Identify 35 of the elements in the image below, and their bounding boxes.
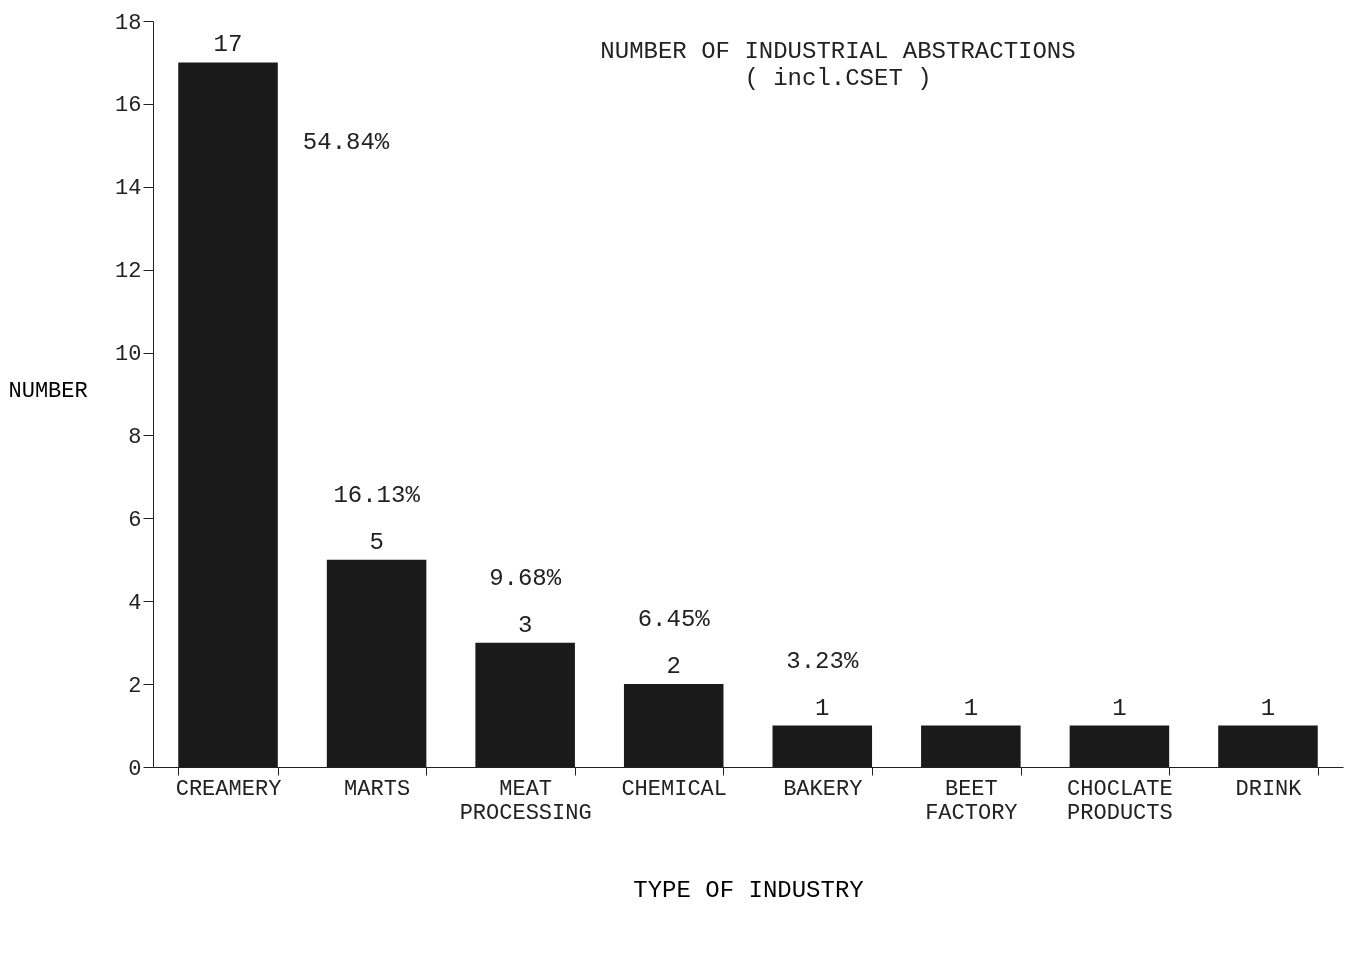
- y-tick-label: 16: [115, 93, 142, 119]
- annotation: 6.45%: [637, 606, 711, 634]
- data-label: 17: [213, 31, 243, 59]
- x-tick-label: MEAT PROCESSING: [459, 776, 592, 826]
- data-label: 1: [1260, 694, 1276, 722]
- y-axis-title: NUMBER: [8, 378, 88, 404]
- y-tick-label: 10: [115, 342, 142, 368]
- x-axis-title: TYPE OF INDUSTRY: [633, 876, 864, 904]
- annotation: 16.13%: [333, 481, 421, 509]
- data-label: 1: [1112, 694, 1127, 722]
- y-tick-label: 6: [128, 507, 142, 533]
- x-tick-label: DRINK: [1235, 776, 1303, 802]
- data-label: 1: [815, 694, 830, 722]
- annotation: 9.68%: [489, 564, 562, 592]
- x-tick-label: MARTS: [344, 776, 411, 802]
- y-tick-label: 14: [115, 176, 142, 202]
- y-tick-label: 2: [128, 673, 142, 699]
- y-tick-label: 8: [128, 424, 142, 450]
- data-label: 5: [369, 528, 384, 556]
- y-tick-label: 12: [115, 259, 142, 285]
- x-tick-label: CREAMERY: [175, 776, 282, 802]
- annotation: 3.23%: [786, 647, 859, 675]
- x-tick-label: CHEMICAL: [621, 776, 728, 802]
- y-tick-label: 4: [128, 590, 142, 616]
- annotation: 54.84%: [302, 129, 390, 157]
- text: NUMBER OF INDUSTRIAL ABSTRACTIONS: [600, 38, 1076, 65]
- x-tick-label: BEET FACTORY: [925, 776, 1018, 826]
- x-tick-label: BAKERY: [783, 776, 863, 802]
- data-label: 1: [963, 694, 979, 722]
- x-tick-label: CHOCLATE PRODUCTS: [1067, 776, 1173, 826]
- text: ( incl.CSET ): [744, 65, 932, 92]
- data-label: 3: [517, 611, 533, 639]
- y-tick-label: 0: [128, 756, 142, 782]
- data-label: 2: [666, 653, 681, 681]
- y-tick-label: 18: [115, 10, 142, 36]
